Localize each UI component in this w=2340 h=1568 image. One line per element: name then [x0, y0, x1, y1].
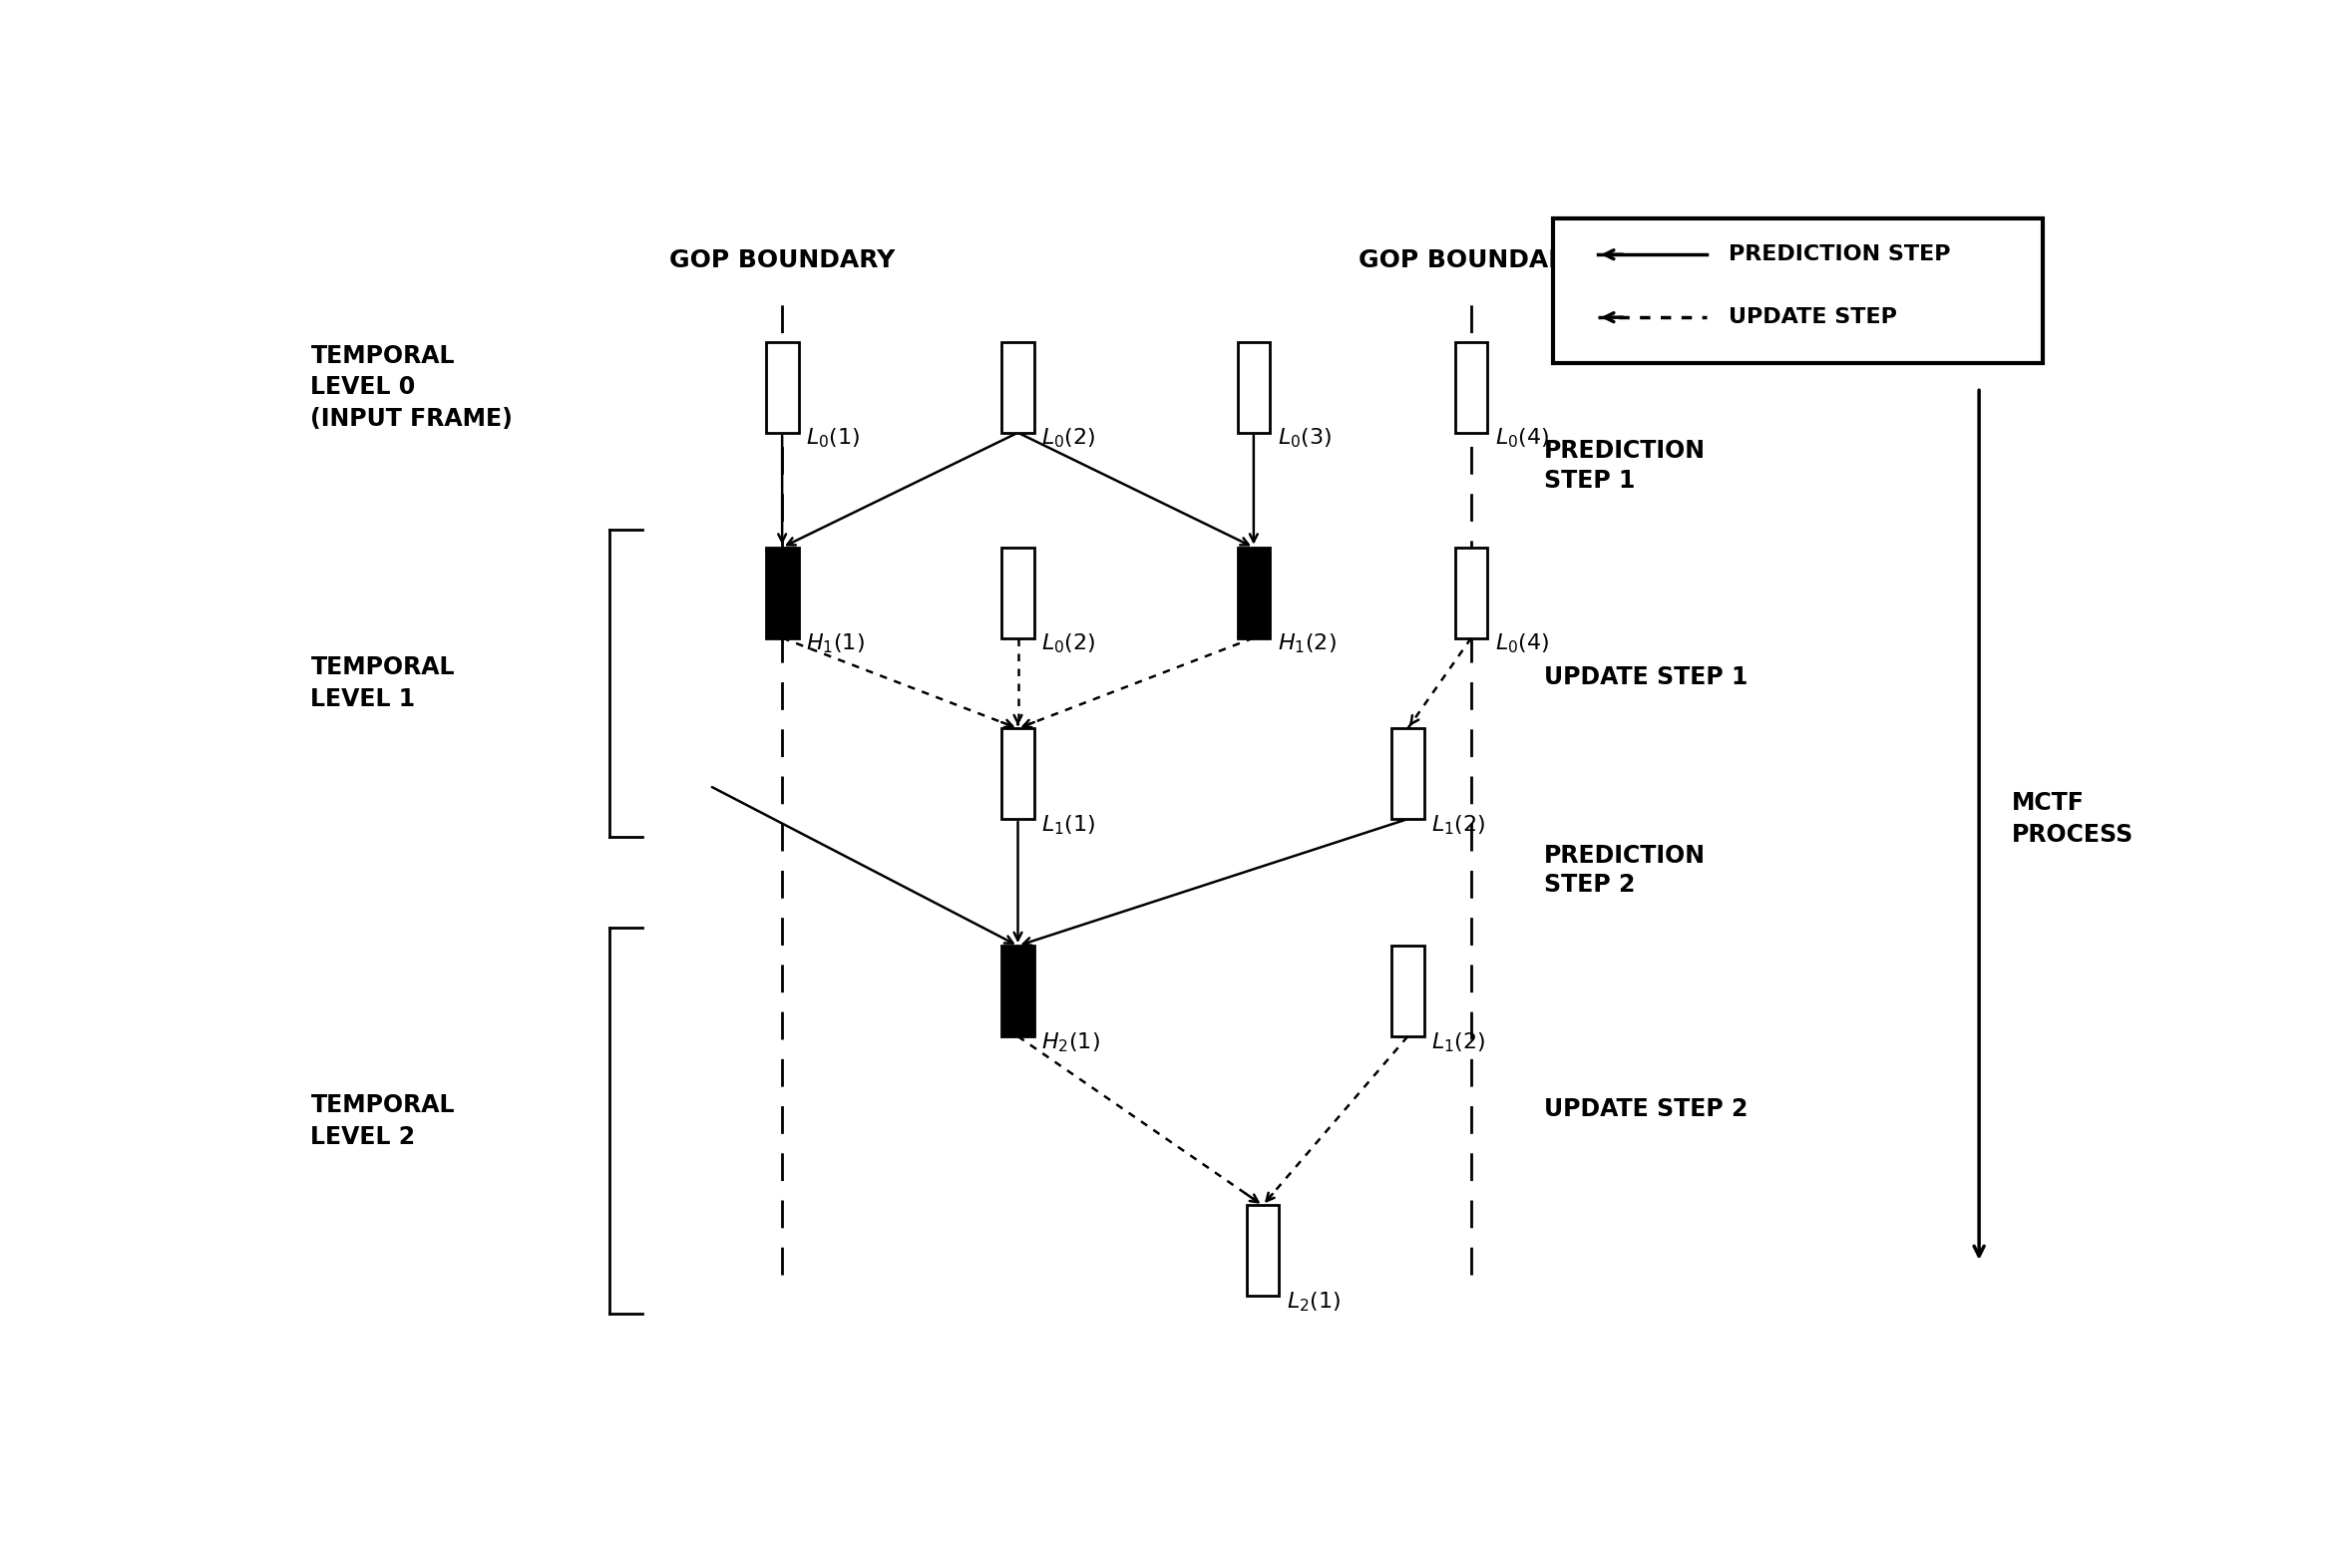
Bar	[765, 342, 798, 433]
Text: TEMPORAL
LEVEL 1: TEMPORAL LEVEL 1	[311, 655, 454, 710]
Bar	[1455, 342, 1488, 433]
Bar	[1002, 547, 1034, 638]
Text: PREDICTION
STEP 2: PREDICTION STEP 2	[1544, 844, 1706, 897]
Text: $L_1(2)$: $L_1(2)$	[1432, 812, 1486, 836]
Text: $L_0(2)$: $L_0(2)$	[1041, 426, 1095, 450]
Text: $L_0(4)$: $L_0(4)$	[1495, 632, 1549, 655]
Text: $L_0(3)$: $L_0(3)$	[1278, 426, 1331, 450]
Bar	[1392, 729, 1425, 818]
Text: $H_2(1)$: $H_2(1)$	[1041, 1030, 1100, 1054]
Text: $L_2(1)$: $L_2(1)$	[1287, 1290, 1341, 1314]
Bar	[1002, 729, 1034, 818]
Text: GOP BOUNDARY: GOP BOUNDARY	[1360, 249, 1584, 273]
Bar	[1455, 547, 1488, 638]
Bar	[1002, 946, 1034, 1036]
Text: $L_1(2)$: $L_1(2)$	[1432, 1030, 1486, 1054]
Text: $L_0(1)$: $L_0(1)$	[805, 426, 861, 450]
Text: $L_0(2)$: $L_0(2)$	[1041, 632, 1095, 655]
Text: UPDATE STEP: UPDATE STEP	[1729, 307, 1898, 328]
Text: UPDATE STEP 1: UPDATE STEP 1	[1544, 665, 1748, 688]
Bar	[1238, 342, 1271, 433]
Text: $L_0(4)$: $L_0(4)$	[1495, 426, 1549, 450]
Text: PREDICTION
STEP 1: PREDICTION STEP 1	[1544, 439, 1706, 492]
Text: MCTF
PROCESS: MCTF PROCESS	[2012, 792, 2134, 847]
Bar	[765, 547, 798, 638]
Bar	[1392, 946, 1425, 1036]
Text: PREDICTION STEP: PREDICTION STEP	[1729, 245, 1952, 265]
Text: TEMPORAL
LEVEL 0
(INPUT FRAME): TEMPORAL LEVEL 0 (INPUT FRAME)	[311, 343, 512, 431]
Bar	[1247, 1206, 1280, 1295]
Bar	[1554, 218, 2043, 364]
Bar	[1002, 342, 1034, 433]
Text: $L_1(1)$: $L_1(1)$	[1041, 812, 1095, 836]
Text: UPDATE STEP 2: UPDATE STEP 2	[1544, 1096, 1748, 1121]
Bar	[1238, 547, 1271, 638]
Text: $H_1(1)$: $H_1(1)$	[805, 632, 863, 655]
Text: $H_1(2)$: $H_1(2)$	[1278, 632, 1336, 655]
Text: TEMPORAL
LEVEL 2: TEMPORAL LEVEL 2	[311, 1093, 454, 1149]
Text: GOP BOUNDARY: GOP BOUNDARY	[669, 249, 894, 273]
